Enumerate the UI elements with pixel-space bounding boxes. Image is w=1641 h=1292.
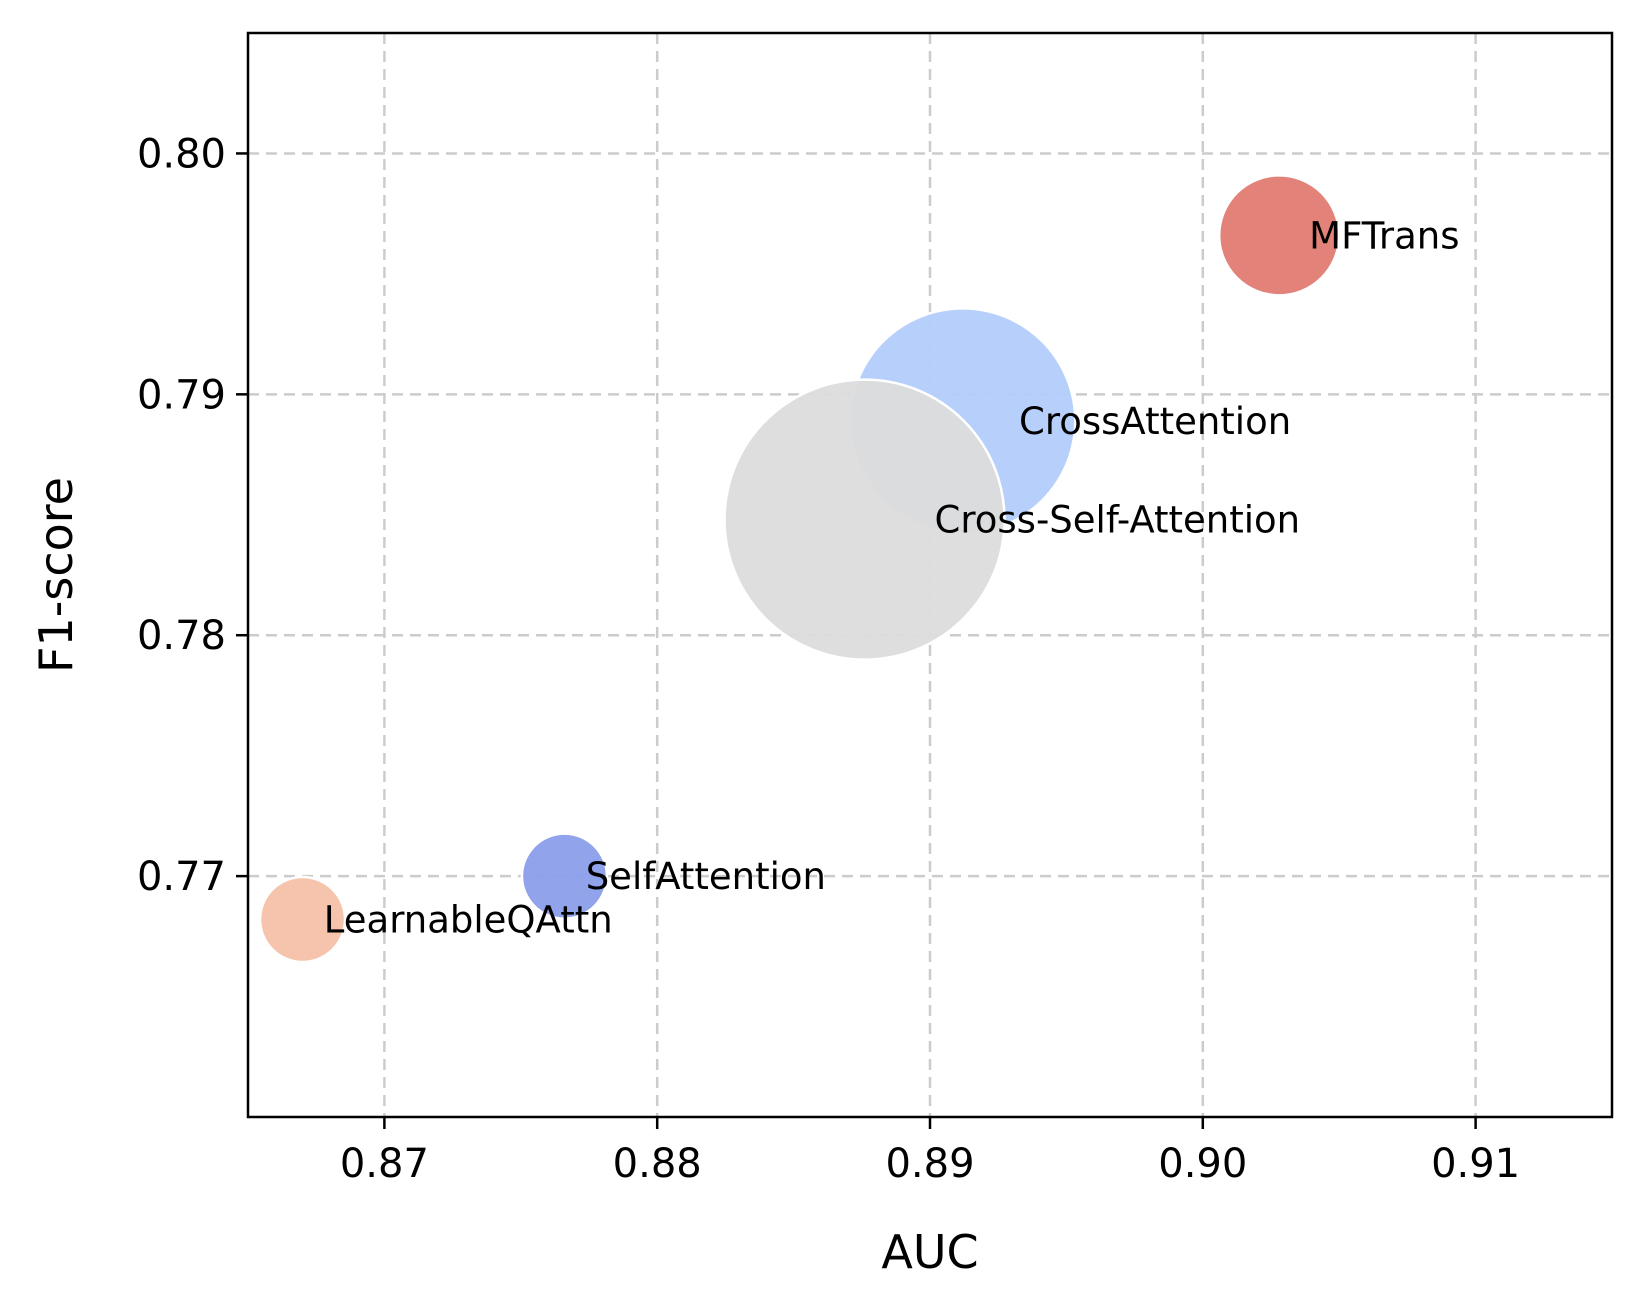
point-label-selfattention: SelfAttention <box>586 855 826 898</box>
x-tick-label: 0.90 <box>1158 1141 1247 1187</box>
point-label-mftrans: MFTrans <box>1309 214 1459 257</box>
bubble-cross-self-attention <box>723 378 1006 661</box>
y-axis-label: F1-score <box>29 477 83 673</box>
x-tick-label: 0.87 <box>340 1141 429 1187</box>
point-label-cross-self-attention: Cross-Self-Attention <box>935 499 1301 542</box>
x-tick-label: 0.88 <box>613 1141 702 1187</box>
x-tick-label: 0.89 <box>885 1141 974 1187</box>
bubble-mftrans <box>1217 174 1341 297</box>
point-label-learnableqattn: LearnableQAttn <box>324 898 613 941</box>
point-label-crossattention: CrossAttention <box>1019 400 1291 443</box>
y-tick-label: 0.78 <box>137 613 226 659</box>
tick-layer: 0.87 0.88 0.89 0.90 0.91 0.77 0.78 0.79 0.80 <box>137 131 1520 1187</box>
y-tick-label: 0.77 <box>137 854 226 900</box>
x-axis-label: AUC <box>881 1225 978 1279</box>
bubble-layer <box>258 174 1341 964</box>
bubble-selfattention <box>520 832 609 920</box>
x-tick-label: 0.91 <box>1431 1141 1520 1187</box>
grid-layer <box>248 33 1612 1117</box>
bubble-learnableqattn <box>258 875 347 964</box>
y-tick-label: 0.79 <box>137 372 226 418</box>
y-tick-label: 0.80 <box>137 131 226 177</box>
point-label-layer: CrossAttention Cross-Self-Attention MFTran… <box>324 214 1460 941</box>
